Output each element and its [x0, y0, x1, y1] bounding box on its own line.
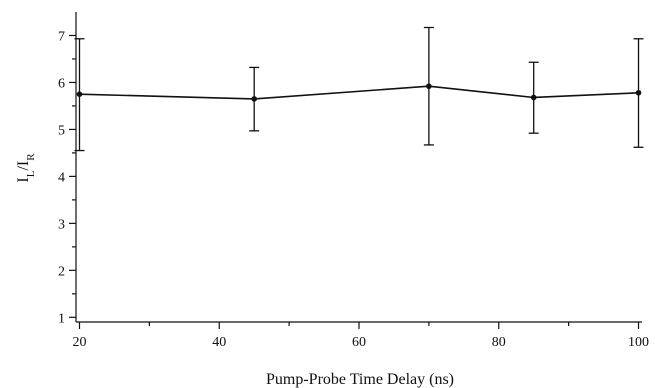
x-axis-title: Pump-Probe Time Delay (ns): [266, 371, 454, 388]
axes: 1 2 3 4 5 6 7 20 40 60 80 100: [58, 12, 649, 350]
y-tick-label: 5: [58, 123, 65, 138]
y-tick-label: 6: [58, 76, 65, 91]
x-tick-label: 80: [492, 335, 506, 350]
series-line: [79, 85, 639, 100]
x-tick-label: 100: [628, 335, 649, 350]
marks: [74, 26, 644, 152]
y-tick-label: 1: [58, 311, 65, 326]
data-point: [635, 89, 642, 96]
x-tick-label: 20: [72, 335, 86, 350]
y-axis-title-mid: /I: [15, 161, 32, 171]
y-tick-label: 3: [58, 217, 65, 232]
y-axis-title-sub2: R: [25, 153, 37, 161]
data-point: [530, 94, 537, 101]
y-axis-title-sub1: L: [25, 170, 37, 177]
data-point: [426, 83, 432, 90]
y-axis-title-main: I: [15, 177, 32, 182]
y-tick-label: 7: [58, 29, 65, 44]
data-point: [251, 96, 257, 102]
y-tick-label: 4: [58, 170, 65, 185]
x-tick-label: 40: [212, 335, 226, 350]
x-tick-label: 60: [352, 335, 366, 350]
y-tick-label: 2: [58, 264, 65, 279]
y-axis-title: IL/IR: [15, 153, 37, 183]
data-point: [76, 91, 83, 97]
